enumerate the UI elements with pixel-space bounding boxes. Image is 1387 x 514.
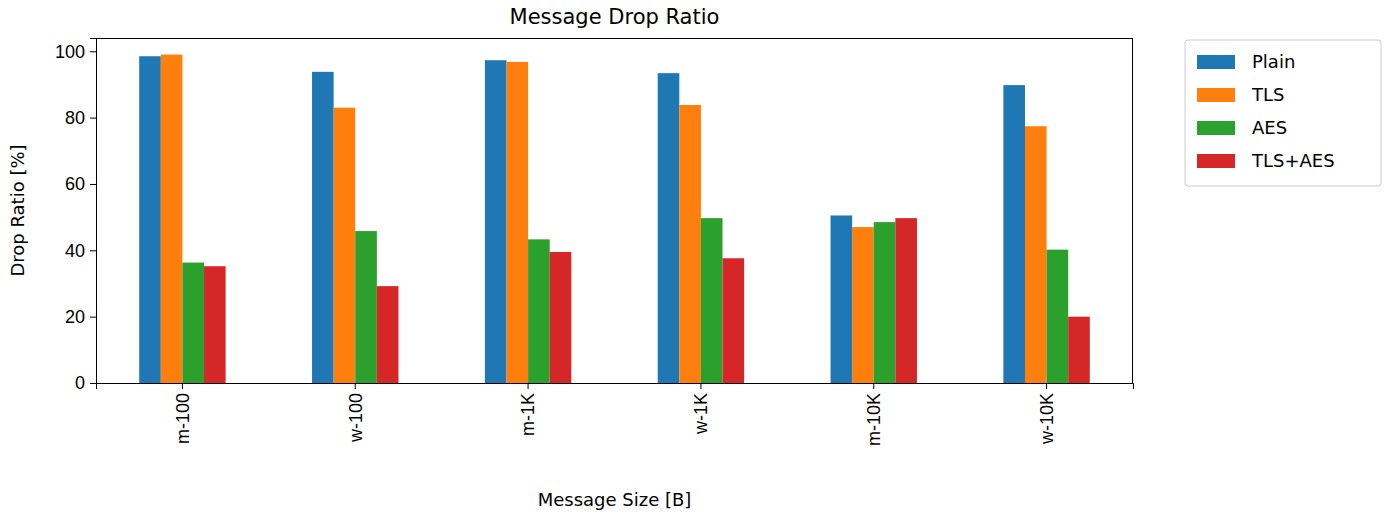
bar bbox=[658, 73, 680, 383]
legend-item: TLS bbox=[1197, 84, 1284, 105]
y-tick: 60 bbox=[65, 174, 96, 194]
y-tick: 80 bbox=[65, 108, 96, 128]
y-tick-label: 60 bbox=[65, 174, 85, 194]
bar bbox=[334, 108, 356, 383]
bar bbox=[506, 62, 528, 383]
legend-swatch bbox=[1197, 154, 1235, 168]
y-tick-mark bbox=[90, 118, 96, 119]
bar bbox=[550, 252, 572, 383]
x-tick-mark bbox=[355, 383, 356, 389]
legend-item: AES bbox=[1197, 117, 1287, 138]
bar bbox=[874, 222, 896, 383]
x-tick-mark bbox=[873, 383, 874, 389]
bar bbox=[139, 56, 161, 383]
legend-swatch bbox=[1197, 55, 1235, 69]
title: Message Drop Ratio bbox=[510, 5, 720, 29]
x-tick-label: w-100 bbox=[346, 393, 366, 443]
x-tick-mark bbox=[1046, 383, 1047, 389]
y-tick-label: 0 bbox=[75, 373, 85, 393]
chart: 0 20 40 60 80 100 m-100 w-100 m-1K w-1K m-10K w-10K… bbox=[0, 0, 1387, 514]
y-tick-label: 40 bbox=[65, 241, 85, 261]
y-tick-mark bbox=[90, 184, 96, 185]
x-tick: m-10K bbox=[864, 383, 884, 446]
x-tick-label: w-10K bbox=[1037, 393, 1057, 445]
legend-label: AES bbox=[1252, 117, 1287, 138]
y-tick-mark bbox=[90, 250, 96, 251]
bar bbox=[1047, 250, 1069, 383]
bar bbox=[485, 60, 507, 383]
x-axis-title: Message Size [B] bbox=[538, 489, 692, 510]
bar bbox=[852, 227, 874, 383]
frame-right bbox=[1132, 38, 1133, 383]
bar bbox=[312, 72, 334, 383]
bar bbox=[161, 55, 183, 383]
bar bbox=[204, 266, 226, 383]
y-axis: 0 20 40 60 80 100 bbox=[55, 39, 97, 394]
legend-label: TLS bbox=[1251, 84, 1284, 105]
bar bbox=[679, 105, 701, 383]
x-tick-mark bbox=[700, 383, 701, 389]
x-tick-label: m-1K bbox=[518, 393, 538, 436]
legend-label: Plain bbox=[1252, 51, 1295, 72]
legend: Plain TLS AES TLS+AES bbox=[1185, 40, 1381, 186]
x-tick-label: w-1K bbox=[691, 393, 711, 435]
legend-label: TLS+AES bbox=[1251, 150, 1335, 171]
x-tick-label: m-100 bbox=[173, 393, 193, 444]
y-tick-label: 20 bbox=[65, 307, 85, 327]
bars bbox=[139, 55, 1090, 383]
bar bbox=[1025, 126, 1047, 383]
bar bbox=[182, 263, 204, 383]
y-tick: 0 bbox=[75, 373, 96, 393]
x-tick-mark bbox=[528, 383, 529, 389]
frame-top bbox=[96, 38, 1133, 39]
frame-left bbox=[96, 38, 97, 383]
y-tick: 20 bbox=[65, 307, 96, 327]
y-tick-label: 80 bbox=[65, 108, 85, 128]
y-axis-line bbox=[90, 39, 97, 384]
bar bbox=[895, 218, 917, 383]
x-axis-line bbox=[97, 384, 1134, 390]
bar bbox=[831, 215, 853, 383]
x-tick: w-1K bbox=[691, 383, 711, 435]
y-tick: 40 bbox=[65, 241, 96, 261]
plot-area: 0 20 40 60 80 100 m-100 w-100 m-1K w-1K m-10K w-10K bbox=[55, 38, 1134, 446]
x-tick: m-1K bbox=[518, 383, 538, 436]
legend-swatch bbox=[1197, 88, 1235, 102]
y-tick: 100 bbox=[55, 42, 96, 62]
y-tick-mark bbox=[90, 51, 96, 52]
legend-box bbox=[1185, 40, 1381, 186]
legend-item: TLS+AES bbox=[1197, 150, 1335, 171]
bar bbox=[1068, 317, 1090, 383]
x-tick-mark bbox=[182, 383, 183, 389]
x-tick-label: m-10K bbox=[864, 393, 884, 446]
bar bbox=[723, 258, 745, 383]
y-axis-title: Drop Ratio [%] bbox=[7, 144, 28, 276]
bar bbox=[701, 218, 723, 383]
bar bbox=[528, 239, 550, 383]
series bbox=[161, 55, 1047, 383]
series bbox=[139, 56, 1025, 383]
y-tick-label: 100 bbox=[55, 42, 85, 62]
legend-item: Plain bbox=[1197, 51, 1295, 72]
x-tick: m-100 bbox=[173, 383, 193, 444]
y-tick-mark bbox=[90, 383, 96, 384]
legend-swatch bbox=[1197, 121, 1235, 135]
x-tick: w-100 bbox=[346, 383, 366, 443]
series bbox=[182, 218, 1068, 383]
x-axis: m-100 w-100 m-1K w-1K m-10K w-10K bbox=[97, 383, 1134, 446]
x-tick: w-10K bbox=[1037, 383, 1057, 445]
series bbox=[204, 218, 1090, 383]
y-tick-mark bbox=[90, 317, 96, 318]
bar bbox=[355, 231, 377, 383]
bar bbox=[1003, 85, 1025, 383]
bar bbox=[377, 286, 399, 383]
